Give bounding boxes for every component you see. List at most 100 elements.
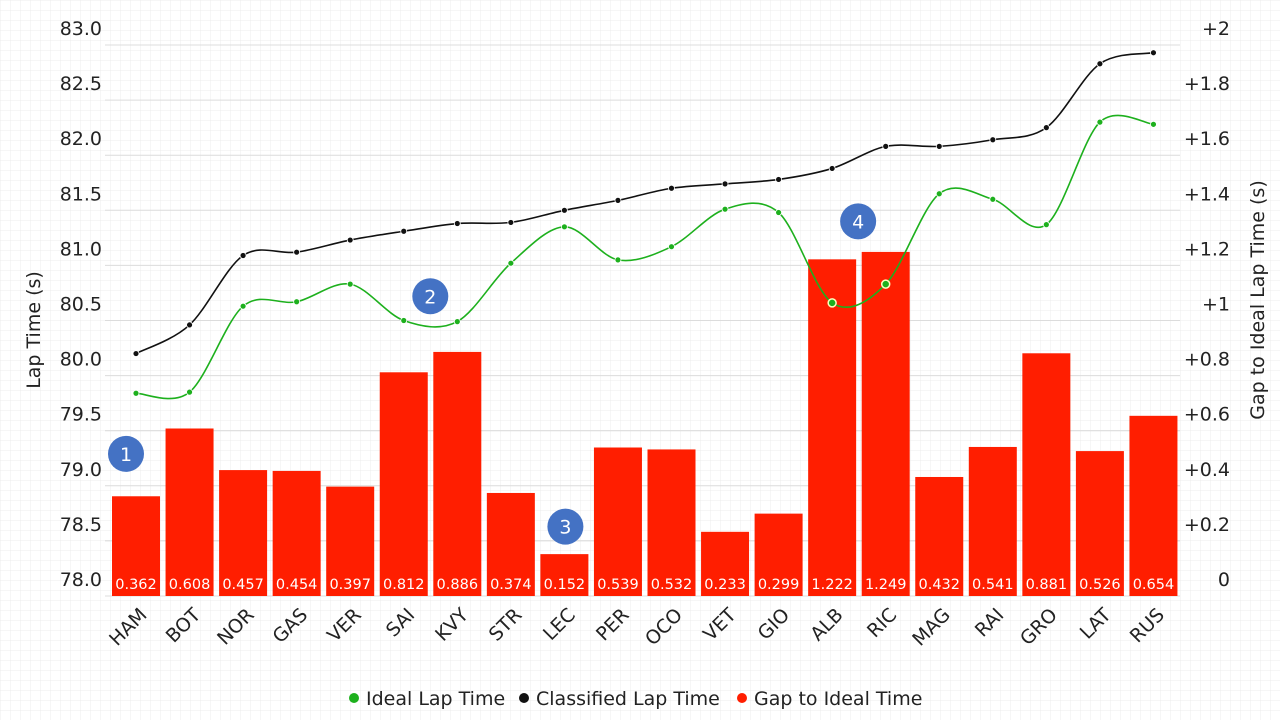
y-tick-label: 83.0 bbox=[60, 18, 102, 40]
ideal-point-kvy bbox=[453, 318, 461, 326]
annotation-marker bbox=[108, 435, 144, 472]
y-tick-label: 79.5 bbox=[60, 404, 102, 426]
y2-tick-label: +1.6 bbox=[1184, 128, 1230, 150]
bar-data-label: 0.532 bbox=[651, 577, 693, 593]
annotation-label: 4 bbox=[852, 211, 864, 233]
legend-marker-classified bbox=[519, 693, 529, 703]
bar-str bbox=[486, 492, 535, 596]
y2-tick-label: +1.8 bbox=[1184, 73, 1230, 95]
ideal-point-oco bbox=[668, 243, 675, 251]
bar-alb bbox=[808, 259, 857, 596]
bar-mag bbox=[915, 476, 964, 596]
bar-data-label: 0.886 bbox=[437, 577, 479, 593]
bar-data-label: 0.397 bbox=[329, 577, 371, 593]
legend-classified: Classified Lap Time bbox=[536, 688, 720, 710]
bar-vet bbox=[701, 531, 750, 596]
bar-gas bbox=[272, 470, 321, 596]
bar-data-label: 0.457 bbox=[222, 577, 264, 593]
bar-ric bbox=[861, 251, 910, 596]
bar-per bbox=[593, 447, 642, 596]
y2-tick-label: +2 bbox=[1202, 18, 1230, 40]
bar-data-label: 0.233 bbox=[704, 577, 746, 593]
annotation-marker bbox=[412, 278, 449, 315]
ideal-point-sai bbox=[400, 317, 408, 324]
bar-data-label: 0.374 bbox=[490, 577, 532, 593]
ideal-point-nor bbox=[239, 302, 247, 310]
y2-tick-label: +0.4 bbox=[1184, 459, 1230, 481]
classified-point-nor bbox=[239, 252, 247, 259]
y2-tick-label: +0.2 bbox=[1184, 514, 1230, 536]
bar-data-label: 0.812 bbox=[383, 577, 425, 593]
annotation-label: 3 bbox=[559, 517, 571, 539]
bar-data-label: 0.454 bbox=[276, 577, 318, 593]
legend-ideal: Ideal Lap Time bbox=[366, 688, 505, 710]
classified-point-ver bbox=[346, 236, 354, 244]
classified-point-mag bbox=[935, 142, 943, 150]
classified-point-lat bbox=[1096, 60, 1104, 68]
classified-point-per bbox=[614, 196, 622, 204]
legend-marker-ideal bbox=[349, 693, 359, 703]
ideal-point-rus bbox=[1150, 120, 1157, 128]
ideal-point-bot bbox=[186, 388, 193, 396]
y2-tick-label: +0.8 bbox=[1184, 349, 1230, 371]
bar-rus bbox=[1129, 415, 1178, 596]
classified-point-rai bbox=[989, 136, 997, 144]
ideal-point-ham bbox=[132, 389, 140, 397]
classified-point-str bbox=[507, 219, 515, 226]
classified-point-vet bbox=[721, 180, 729, 188]
annotation-label: 2 bbox=[424, 286, 436, 308]
bar-rai bbox=[968, 446, 1017, 596]
classified-point-gio bbox=[775, 176, 782, 183]
y-tick-label: 81.5 bbox=[60, 183, 102, 205]
ideal-point-lat bbox=[1096, 118, 1104, 126]
y-tick-label: 79.0 bbox=[60, 459, 102, 481]
classified-point-ric bbox=[882, 142, 890, 150]
bar-kvy bbox=[433, 351, 482, 596]
classified-point-kvy bbox=[453, 220, 461, 227]
classified-point-alb bbox=[828, 165, 836, 172]
bar-data-label: 0.539 bbox=[597, 577, 639, 593]
y2-tick-label: +0.6 bbox=[1184, 404, 1230, 426]
y-tick-label: 80.5 bbox=[60, 294, 102, 316]
ideal-point-per bbox=[614, 256, 622, 264]
bar-data-label: 0.362 bbox=[115, 577, 157, 593]
classified-point-sai bbox=[400, 227, 408, 235]
ideal-point-ric bbox=[880, 279, 891, 289]
ideal-point-ver bbox=[346, 280, 354, 288]
bar-gro bbox=[1022, 353, 1071, 596]
y2-axis-label: Gap to Ideal Lap Time (s) bbox=[1247, 180, 1269, 420]
ideal-point-gio bbox=[775, 209, 782, 216]
classified-point-rus bbox=[1150, 49, 1157, 57]
classified-point-ham bbox=[132, 350, 140, 357]
bar-data-label: 0.432 bbox=[918, 577, 960, 593]
classified-point-gro bbox=[1042, 124, 1050, 132]
y-axis-label: Lap Time (s) bbox=[23, 271, 45, 389]
bar-data-label: 0.152 bbox=[544, 577, 586, 593]
bar-data-label: 0.526 bbox=[1079, 577, 1121, 593]
ideal-point-lec bbox=[561, 223, 568, 231]
annotation-marker bbox=[547, 508, 584, 545]
ideal-point-vet bbox=[721, 205, 729, 213]
classified-point-lec bbox=[561, 206, 568, 214]
y-tick-label: 78.0 bbox=[60, 569, 102, 591]
y-tick-label: 82.0 bbox=[60, 128, 102, 150]
classified-point-gas bbox=[293, 248, 301, 256]
bar-oco bbox=[647, 449, 696, 596]
bar-data-label: 0.654 bbox=[1133, 577, 1175, 593]
bar-ham bbox=[112, 496, 160, 596]
y-tick-label: 80.0 bbox=[60, 349, 102, 371]
y-tick-label: 81.0 bbox=[60, 238, 102, 260]
bar-data-label: 0.541 bbox=[972, 577, 1014, 593]
annotation-marker bbox=[840, 203, 877, 240]
annotation-label: 1 bbox=[120, 444, 132, 466]
y-tick-label: 78.5 bbox=[60, 514, 102, 536]
legend-gap: Gap to Ideal Time bbox=[754, 688, 922, 710]
bar-data-label: 1.222 bbox=[811, 577, 853, 593]
ideal-point-mag bbox=[935, 190, 943, 198]
bar-lat bbox=[1075, 451, 1124, 596]
ideal-point-gas bbox=[293, 298, 301, 306]
classified-point-oco bbox=[668, 184, 675, 192]
bar-data-label: 1.249 bbox=[865, 577, 907, 593]
bar-bot bbox=[165, 428, 214, 596]
